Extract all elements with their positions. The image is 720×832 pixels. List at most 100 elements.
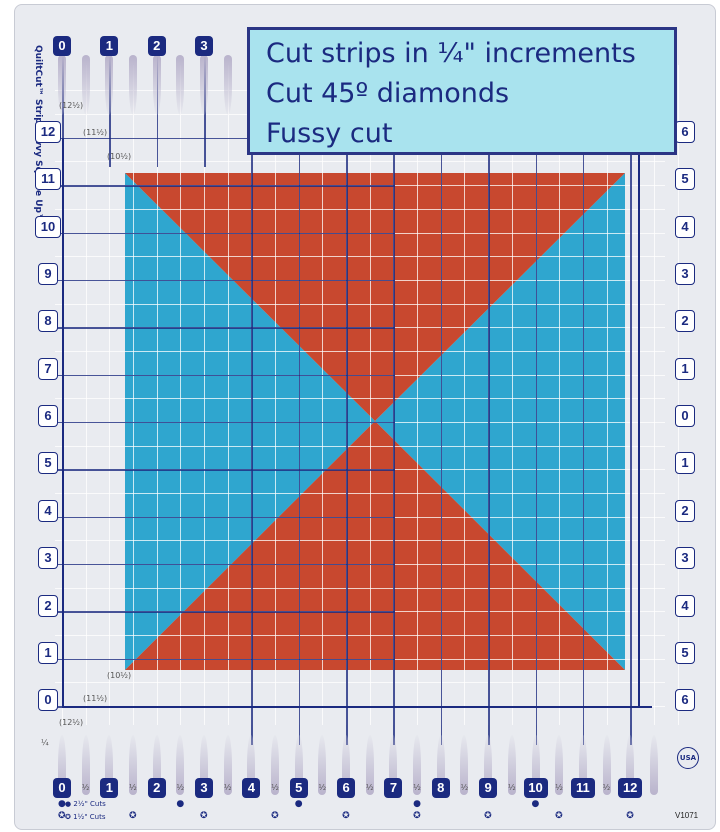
grid-line bbox=[511, 65, 513, 725]
bottom-number: 12 bbox=[618, 778, 643, 798]
half-label: ½ bbox=[271, 783, 279, 792]
cutting-slot bbox=[58, 55, 66, 115]
half-label: ½ bbox=[129, 783, 137, 792]
half-label: ½ bbox=[413, 783, 421, 792]
inch-line-vertical bbox=[535, 115, 537, 745]
made-in-usa-logo: USA bbox=[677, 747, 699, 769]
bottom-number: 11 bbox=[570, 778, 595, 798]
grid-line bbox=[55, 350, 665, 352]
top-number: 1 bbox=[100, 36, 119, 56]
bottom-number: 0 bbox=[53, 778, 71, 798]
grid-line bbox=[55, 303, 665, 305]
grid-line bbox=[180, 65, 182, 725]
cutting-slot bbox=[105, 55, 114, 115]
right-number: 6 bbox=[675, 689, 695, 712]
dot-icon: ● bbox=[294, 799, 303, 809]
bottom-number: 1 bbox=[100, 778, 119, 798]
border-line bbox=[638, 137, 641, 706]
left-number: 0 bbox=[38, 689, 58, 712]
cutting-slot bbox=[81, 55, 90, 115]
left-number: 1 bbox=[38, 641, 58, 664]
grid-line bbox=[653, 65, 655, 725]
quarter-label: ¼ bbox=[41, 738, 49, 747]
grid-line bbox=[55, 634, 665, 636]
right-number: 5 bbox=[675, 168, 695, 191]
right-number: 4 bbox=[675, 215, 695, 238]
inch-line-horizontal bbox=[55, 374, 395, 377]
half-label: ½ bbox=[507, 783, 516, 792]
legend-label: 2½" Cuts bbox=[73, 800, 106, 808]
grid-line bbox=[369, 65, 371, 725]
corner-label: (12½) bbox=[59, 718, 84, 727]
grid-line bbox=[55, 256, 665, 258]
cutting-slot bbox=[129, 55, 138, 115]
half-label: ½ bbox=[460, 783, 469, 792]
fabric-blue-left bbox=[125, 173, 375, 670]
border-line bbox=[62, 137, 64, 706]
grid-line bbox=[133, 65, 135, 725]
grid-line bbox=[275, 65, 277, 725]
corner-label: (12½) bbox=[59, 101, 84, 110]
left-number: 12 bbox=[35, 121, 61, 143]
cutting-slot bbox=[649, 735, 658, 795]
grid-line bbox=[322, 65, 324, 725]
left-number: 2 bbox=[38, 594, 58, 617]
left-number: 7 bbox=[38, 357, 58, 380]
right-number: 0 bbox=[675, 405, 695, 428]
half-label: ½ bbox=[223, 783, 232, 792]
dot-icon: ● bbox=[531, 799, 540, 809]
left-number: 3 bbox=[38, 547, 58, 570]
left-number: 4 bbox=[38, 499, 58, 522]
grid-line bbox=[55, 208, 665, 210]
grid-line bbox=[109, 65, 111, 725]
grid-line bbox=[227, 65, 229, 725]
inch-line-horizontal bbox=[55, 563, 395, 566]
grid-line bbox=[55, 682, 665, 684]
top-number: 2 bbox=[147, 36, 166, 56]
cutting-slot bbox=[200, 55, 209, 115]
bottom-number: 7 bbox=[384, 778, 403, 798]
half-label: ½ bbox=[81, 783, 90, 792]
legend-2half: ● 2½" Cuts bbox=[65, 800, 106, 808]
inch-line-horizontal bbox=[55, 327, 395, 329]
fabric-blue-right bbox=[375, 173, 625, 670]
grid-line bbox=[55, 587, 665, 589]
grid-line bbox=[464, 65, 466, 725]
grid-line bbox=[677, 65, 679, 725]
half-label: ½ bbox=[555, 783, 563, 792]
dot-icon: ● bbox=[176, 799, 185, 809]
star-icon: ✪ bbox=[200, 811, 208, 821]
grid-line bbox=[55, 161, 665, 163]
inch-line-vertical bbox=[393, 115, 395, 745]
callout-line: Fussy cut bbox=[266, 118, 393, 149]
left-number: 6 bbox=[38, 405, 58, 428]
star-icon: ✪ bbox=[129, 811, 137, 821]
half-label: ½ bbox=[176, 783, 185, 792]
corner-label: (11½) bbox=[83, 694, 108, 703]
right-number: 2 bbox=[675, 499, 695, 522]
inch-line-vertical bbox=[488, 115, 490, 745]
star-icon: ✪ bbox=[271, 811, 279, 821]
bottom-number: 10 bbox=[523, 778, 548, 798]
left-number: 9 bbox=[38, 263, 58, 286]
inch-line-horizontal bbox=[55, 658, 395, 661]
star-icon: ✪ bbox=[413, 811, 421, 821]
grid-line bbox=[55, 445, 665, 447]
bottom-number: 4 bbox=[242, 778, 261, 798]
cutting-slot bbox=[176, 55, 185, 115]
star-icon: ✪ bbox=[555, 811, 563, 821]
inch-line-horizontal bbox=[55, 611, 395, 613]
inch-line-vertical bbox=[440, 115, 443, 745]
left-number: 5 bbox=[38, 452, 58, 475]
right-number: 3 bbox=[675, 263, 695, 286]
corner-label: (10½) bbox=[107, 671, 132, 680]
fabric-square bbox=[125, 173, 625, 670]
corner-label: (10½) bbox=[107, 152, 132, 161]
border-line bbox=[62, 706, 652, 708]
left-number: 10 bbox=[35, 215, 61, 238]
bottom-number: 2 bbox=[147, 778, 166, 798]
cutting-slot bbox=[152, 55, 161, 115]
bottom-number: 9 bbox=[479, 778, 498, 798]
inch-line-vertical bbox=[298, 115, 301, 745]
